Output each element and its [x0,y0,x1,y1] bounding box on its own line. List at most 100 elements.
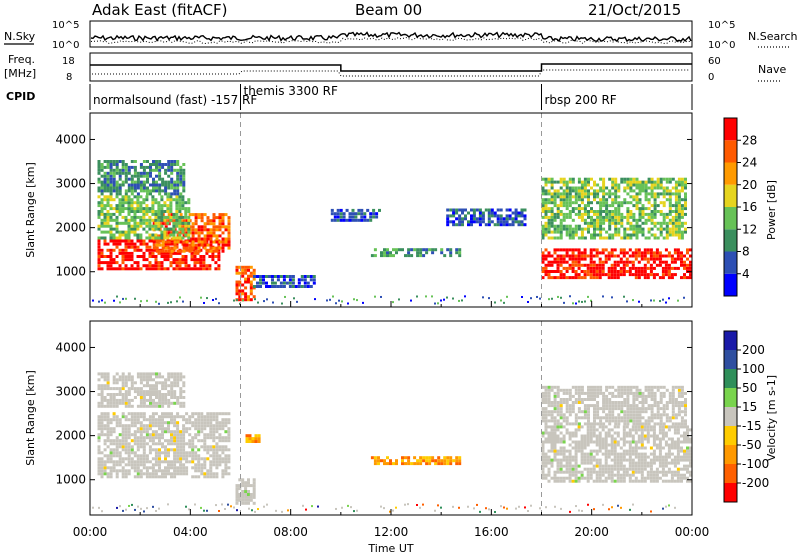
heatmap-cell [599,391,603,395]
heatmap-cell [571,458,575,462]
heatmap-cell [590,299,592,302]
heatmap-cell [97,384,101,388]
heatmap-cell [139,163,143,166]
heatmap-cell [170,249,174,253]
heatmap-cell [172,251,176,255]
heatmap-cell [386,248,389,252]
heatmap-cell [276,275,280,278]
heatmap-cell [619,464,623,468]
heatmap-cell [661,473,665,477]
heatmap-cell [684,227,687,231]
heatmap-cell [599,419,603,423]
heatmap-cell [565,428,569,432]
heatmap-cell [602,218,606,222]
heatmap-cell [249,498,253,502]
heatmap-cell [605,186,609,190]
heatmap-cell [674,210,678,213]
heatmap-cell [568,195,572,199]
heatmap-cell [556,227,560,231]
colorbar-segment [724,184,737,207]
heatmap-cell [625,473,629,477]
heatmap-cell [169,242,173,246]
heatmap-cell [224,457,228,461]
heatmap-cell [461,211,464,215]
heatmap-cell [602,407,606,411]
heatmap-cell [151,436,155,440]
heatmap-cell [644,407,648,411]
heatmap-cell [185,505,187,508]
heatmap-cell [164,457,167,461]
heatmap-cell [360,218,364,222]
heatmap-cell [617,186,621,190]
heatmap-cell [100,396,104,399]
heatmap-cell [158,466,161,470]
heatmap-cell [518,505,520,508]
heatmap-cell [574,473,578,477]
heatmap-cell [592,270,596,273]
nave-trace [92,69,689,77]
heatmap-cell [590,177,593,181]
heatmap-cell [124,230,128,234]
heatmap-cell [619,461,623,465]
heatmap-cell [593,413,596,417]
heatmap-cell [173,372,177,376]
heatmap-cell [175,207,179,211]
heatmap-cell [152,240,156,244]
heatmap-cell [599,233,603,237]
heatmap-cell [142,451,146,455]
heatmap-cell [164,222,168,226]
heatmap-cell [209,418,213,422]
heatmap-cell [556,437,560,441]
heatmap-cell [655,446,659,450]
heatmap-cell [580,207,584,211]
heatmap-cell [158,302,160,305]
heatmap-cell [155,174,158,178]
heatmap-cell [583,440,587,444]
heatmap-cell [139,445,143,449]
heatmap-cell [157,224,161,228]
heatmap-cell [641,230,645,234]
heatmap-cell [599,388,603,392]
heatmap-cell [109,398,113,402]
heatmap-cell [662,404,666,408]
heatmap-cell [262,281,265,285]
heatmap-cell [637,455,641,459]
heatmap-cell [601,467,605,471]
heatmap-cell [662,186,666,190]
heatmap-cell [595,458,599,462]
heatmap-cell [130,466,134,470]
heatmap-cell [127,242,131,246]
heatmap-cell [184,224,188,228]
heatmap-cell [487,208,491,212]
heatmap-cell [635,413,639,417]
heatmap-cell [182,463,186,467]
heatmap-cell [559,407,563,411]
heatmap-cell [130,451,134,455]
heatmap-cell [550,276,554,280]
heatmap-cell [127,442,131,446]
heatmap-cell [611,385,615,389]
heatmap-cell [544,401,548,404]
heatmap-cell [256,275,259,278]
heatmap-cell [613,479,617,483]
heatmap-cell [127,239,131,243]
heatmap-cell [568,458,572,462]
heatmap-cell [167,160,171,163]
heatmap-cell [103,454,107,458]
heatmap-cell [136,445,140,449]
heatmap-cell [146,384,149,388]
heatmap-cell [173,463,177,467]
heatmap-cell [446,220,450,224]
heatmap-cell [152,398,155,402]
heatmap-cell [499,223,503,227]
heatmap-cell [121,412,125,416]
heatmap-cell [119,505,121,508]
heatmap-cell [689,455,692,459]
heatmap-cell [562,189,566,193]
heatmap-cell [185,430,189,434]
heatmap-cell [212,424,216,428]
heatmap-cell [206,469,210,473]
heatmap-cell [347,302,349,305]
heatmap-cell [106,430,110,434]
